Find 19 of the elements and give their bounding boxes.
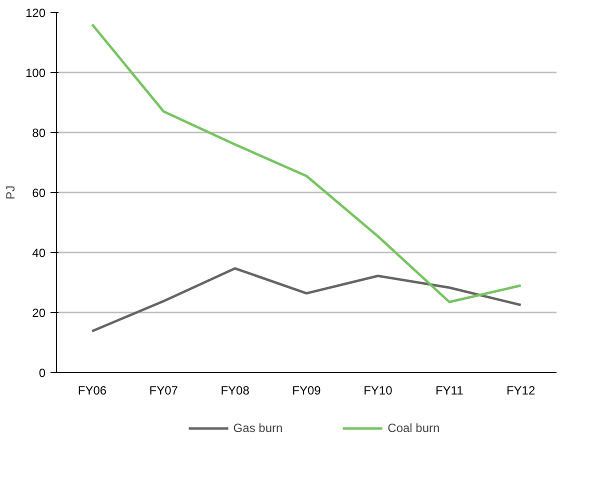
legend-label: Gas burn [233,420,283,434]
x-tick-label: FY11 [435,384,464,398]
x-tick-label: FY09 [292,384,322,398]
x-tick-label: FY12 [506,384,536,398]
x-tick-label: FY08 [220,384,250,398]
x-tick-label: FY10 [364,384,393,398]
y-tick-label: 0 [38,366,46,380]
y-tick-label: 80 [32,126,46,140]
line-series [90,23,522,304]
y-tick-label: 120 [25,6,46,20]
y-tick-label: 100 [25,66,46,80]
legend-label: Coal burn [388,420,440,434]
line-series [90,267,522,332]
x-tick-label: FY06 [78,384,107,398]
y-tick-label: 20 [32,306,46,320]
y-tick-label: 60 [32,186,46,200]
y-axis-title: PJ [3,185,18,200]
y-tick-label: 40 [32,246,46,260]
x-tick-label: FY07 [149,384,178,398]
